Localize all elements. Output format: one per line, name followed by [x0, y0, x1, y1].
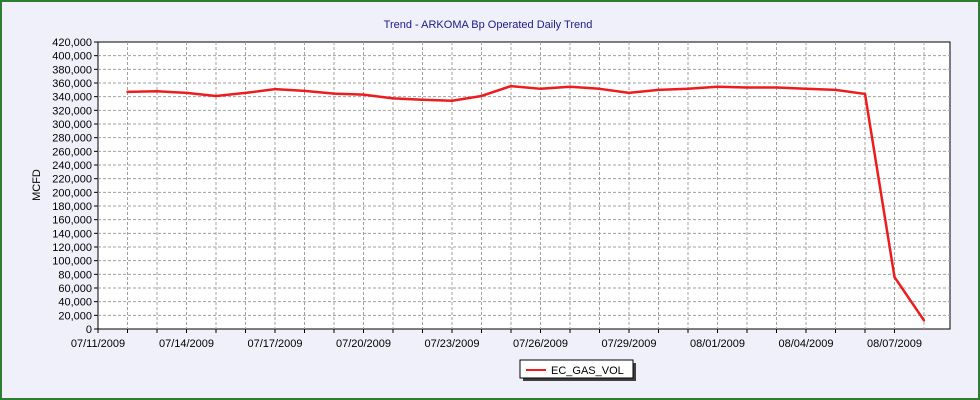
data-point: [804, 87, 808, 91]
data-point: [362, 93, 365, 96]
chart-title: Trend - ARKOMA Bp Operated Daily Trend: [384, 19, 593, 31]
y-tick-label: 300,000: [52, 119, 92, 131]
y-tick-label: 220,000: [52, 174, 92, 186]
y-tick-label: 100,000: [52, 256, 92, 268]
y-tick-label: 20,000: [58, 310, 92, 322]
y-tick-label: 280,000: [52, 133, 92, 145]
data-point: [834, 88, 837, 92]
data-point: [421, 98, 424, 101]
y-tick-label: 0: [86, 324, 92, 336]
data-point: [391, 97, 395, 100]
data-point: [244, 91, 247, 95]
series-line: [127, 84, 926, 322]
legend-label: EC_GAS_VOL: [551, 365, 624, 377]
data-point: [539, 87, 542, 91]
data-point: [450, 99, 454, 102]
data-point: [627, 91, 631, 95]
data-point: [863, 92, 867, 96]
data-point: [126, 90, 129, 94]
legend: EC_GAS_VOL: [519, 359, 636, 381]
x-tick-label: 07/14/2009: [159, 338, 214, 350]
x-tick-label: 07/26/2009: [513, 338, 568, 350]
data-point: [568, 85, 572, 88]
x-tick-label: 08/01/2009: [690, 338, 745, 350]
data-point: [893, 275, 896, 279]
x-axis: 07/11/2009 07/14/2009 07/17/2009 07/20/2009…: [71, 329, 922, 350]
data-point: [332, 92, 336, 95]
grid-lines: [98, 42, 950, 329]
y-tick-label: 320,000: [52, 105, 92, 117]
data-point: [686, 87, 690, 91]
y-tick-label: 400,000: [52, 51, 92, 63]
data-point: [657, 88, 660, 92]
x-tick-label: 07/23/2009: [424, 338, 479, 350]
y-tick-label: 200,000: [52, 187, 92, 199]
y-axis-title: MCFD: [31, 169, 43, 201]
data-point: [155, 90, 159, 93]
plot-area: [97, 41, 951, 330]
y-tick-label: 60,000: [58, 283, 92, 295]
data-point: [480, 94, 483, 98]
y-tick-label: 260,000: [52, 146, 92, 158]
y-tick-label: 160,000: [52, 215, 92, 227]
y-tick-label: 40,000: [58, 297, 92, 309]
y-tick-label: 340,000: [52, 92, 92, 104]
data-point: [716, 85, 719, 88]
x-tick-label: 07/17/2009: [247, 338, 302, 350]
data-point: [922, 319, 926, 322]
data-point: [598, 87, 601, 91]
x-tick-label: 07/20/2009: [336, 338, 391, 350]
data-point: [214, 94, 218, 98]
y-tick-label: 420,000: [52, 37, 92, 49]
data-point: [745, 86, 749, 89]
x-tick-label: 07/29/2009: [601, 338, 656, 350]
data-point: [509, 84, 513, 88]
data-point: [273, 87, 277, 91]
y-tick-label: 360,000: [52, 78, 92, 90]
data-point: [775, 86, 778, 89]
y-tick-label: 140,000: [52, 228, 92, 240]
data-point: [303, 89, 306, 93]
y-tick-label: 120,000: [52, 242, 92, 254]
y-tick-label: 80,000: [58, 269, 92, 281]
y-tick-label: 380,000: [52, 64, 92, 76]
x-tick-label: 08/04/2009: [778, 338, 833, 350]
x-tick-label: 07/11/2009: [71, 338, 125, 350]
series-group: [126, 84, 926, 322]
data-point: [185, 91, 188, 95]
legend-box: [519, 359, 634, 379]
x-tick-label: 08/07/2009: [867, 338, 922, 350]
y-tick-label: 180,000: [52, 201, 92, 213]
y-tick-label: 240,000: [52, 160, 92, 172]
